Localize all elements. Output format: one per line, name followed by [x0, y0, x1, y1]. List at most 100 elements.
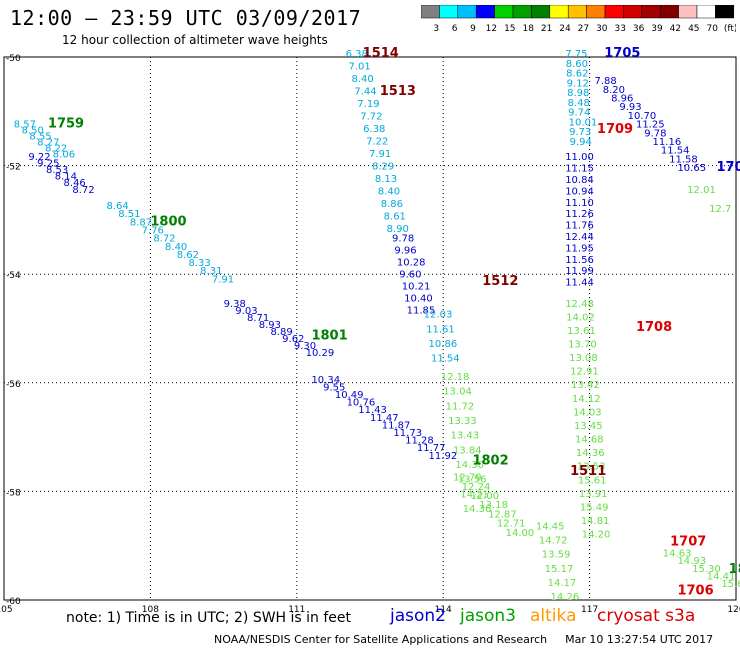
- wave-height-value: 9.55: [323, 382, 345, 393]
- wave-height-value: 15.17: [545, 564, 574, 575]
- map-frame: [3, 56, 737, 601]
- wave-height-value: 8.46: [64, 178, 86, 189]
- pass-time-label: 1513: [380, 84, 416, 99]
- wave-height-value: 12.24: [462, 482, 491, 493]
- wave-height-value: 8.40: [351, 74, 373, 85]
- wave-height-value: 6.38: [346, 49, 368, 60]
- wave-height-value: 8.31: [200, 266, 222, 277]
- footer-note: note: 1) Time is in UTC; 2) SWH is in fe…: [66, 610, 352, 626]
- wave-height-value: 7.75: [565, 49, 587, 60]
- colorbar-label: 33: [614, 24, 625, 34]
- wave-height-value: 8.87: [130, 217, 152, 228]
- wave-height-value: 11.87: [382, 420, 411, 431]
- wave-height-value: 13.53: [577, 462, 606, 473]
- wave-height-value: 9.94: [570, 137, 592, 148]
- wave-height-value: 12.87: [488, 509, 517, 520]
- wave-height-value: 12.91: [570, 367, 599, 378]
- wave-height-value: 15.66: [721, 579, 740, 590]
- wave-height-value: 11.10: [565, 198, 594, 209]
- wave-height-value: 11.54: [661, 146, 690, 157]
- wave-height-value: 9.38: [224, 299, 246, 310]
- colorbar-label: 18: [522, 24, 534, 34]
- wave-height-value: 11.56: [565, 255, 594, 266]
- wave-height-value: 11.99: [565, 266, 594, 277]
- wave-height-value: 8.96: [611, 94, 633, 105]
- y-tick-label: -56: [6, 380, 21, 390]
- wave-height-value: 14.30: [455, 460, 484, 471]
- wave-height-value: 9.22: [28, 152, 50, 163]
- pass-time-label: 1706: [677, 584, 713, 599]
- wave-height-value: 12.7: [709, 204, 731, 215]
- wave-height-value: 11.61: [426, 324, 455, 335]
- wave-height-value: 8.61: [384, 211, 406, 222]
- y-tick-label: -60: [6, 597, 21, 607]
- wave-height-value: 11.92: [429, 451, 458, 462]
- wave-height-value: 12.00: [471, 491, 500, 502]
- wave-height-value: 13.56: [458, 475, 487, 486]
- wave-height-value: 14.12: [572, 394, 601, 405]
- timestamp: Mar 10 13:27:54 UTC 2017: [565, 633, 714, 646]
- wave-height-value: 10.76: [347, 398, 376, 409]
- wave-height-value: 14.93: [677, 556, 706, 567]
- wave-height-value: 13.61: [567, 326, 596, 337]
- pass-time-label: 1800: [150, 214, 186, 229]
- y-tick-label: -54: [6, 271, 21, 281]
- wave-height-value: 11.26: [565, 209, 594, 220]
- wave-height-value: 14.72: [539, 536, 568, 547]
- colorbar-label: 70: [706, 24, 718, 34]
- pass-time-label: 1708: [636, 320, 672, 335]
- colorbar-label: 30: [596, 24, 608, 34]
- wave-height-value: 9.30: [294, 341, 316, 352]
- colorbar-label: 12: [486, 24, 497, 34]
- wave-height-value: 7.91: [369, 149, 391, 160]
- wave-height-value: 11.73: [393, 428, 422, 439]
- pass-time-label: 1707: [670, 535, 706, 550]
- wave-height-value: 9.25: [37, 159, 59, 170]
- wave-height-value: 13.91: [579, 489, 608, 500]
- wave-height-value: 11.43: [358, 405, 387, 416]
- pass-time-label: 1512: [482, 274, 518, 289]
- wave-height-value: 11.77: [417, 443, 446, 454]
- wave-height-value: 9.62: [282, 334, 304, 345]
- wave-height-value: 8.64: [106, 201, 128, 212]
- wave-height-value: 7.22: [366, 136, 388, 147]
- wave-height-value: 14.02: [566, 312, 595, 323]
- wave-height-value: 10.84: [565, 175, 594, 186]
- wave-height-value: 8.60: [566, 59, 588, 70]
- wave-height-value: 7.01: [349, 61, 371, 72]
- wave-height-value: 13.04: [443, 387, 472, 398]
- wave-height-value: 14.68: [575, 435, 604, 446]
- x-tick-label: 114: [435, 605, 452, 615]
- wave-height-value: 11.00: [565, 152, 594, 163]
- wave-height-value: 8.71: [247, 313, 269, 324]
- wave-height-value: 12.01: [687, 185, 716, 196]
- wave-height-value: 13.08: [569, 353, 598, 364]
- wave-height-value: 9.12: [567, 78, 589, 89]
- wave-height-value: 9.96: [394, 246, 416, 257]
- y-tick-label: -52: [6, 163, 21, 173]
- wave-height-value: 7.72: [360, 111, 382, 122]
- wave-height-value: 11.76: [565, 221, 594, 232]
- wave-height-value: 8.06: [53, 149, 75, 160]
- wave-height-value: 7.91: [212, 274, 234, 285]
- colorbar-label: 42: [670, 24, 681, 34]
- wave-height-value: 7.44: [354, 86, 376, 97]
- wave-height-value: 14.21: [460, 489, 489, 500]
- wave-height-value: 11.16: [653, 137, 682, 148]
- wave-height-value: 7.19: [357, 99, 379, 110]
- wave-height-value: 9.73: [569, 127, 591, 138]
- wave-height-value: 13.70: [568, 340, 597, 351]
- wave-height-value: 10.65: [677, 163, 706, 174]
- wave-height-value: 12.79: [453, 473, 482, 484]
- wave-height-value: 9.03: [235, 306, 257, 317]
- wave-height-value: 15.49: [580, 502, 609, 513]
- wave-height-value: 8.40: [378, 186, 400, 197]
- wave-height-value: 11.72: [446, 401, 475, 412]
- wave-height-value: 11.85: [407, 305, 436, 316]
- wave-height-value: 9.78: [392, 234, 414, 245]
- wave-height-value: 8.48: [568, 98, 590, 109]
- wave-height-value: 10.40: [404, 293, 433, 304]
- pass-time-label: 1511: [570, 464, 606, 479]
- wave-height-value: 10.70: [628, 111, 657, 122]
